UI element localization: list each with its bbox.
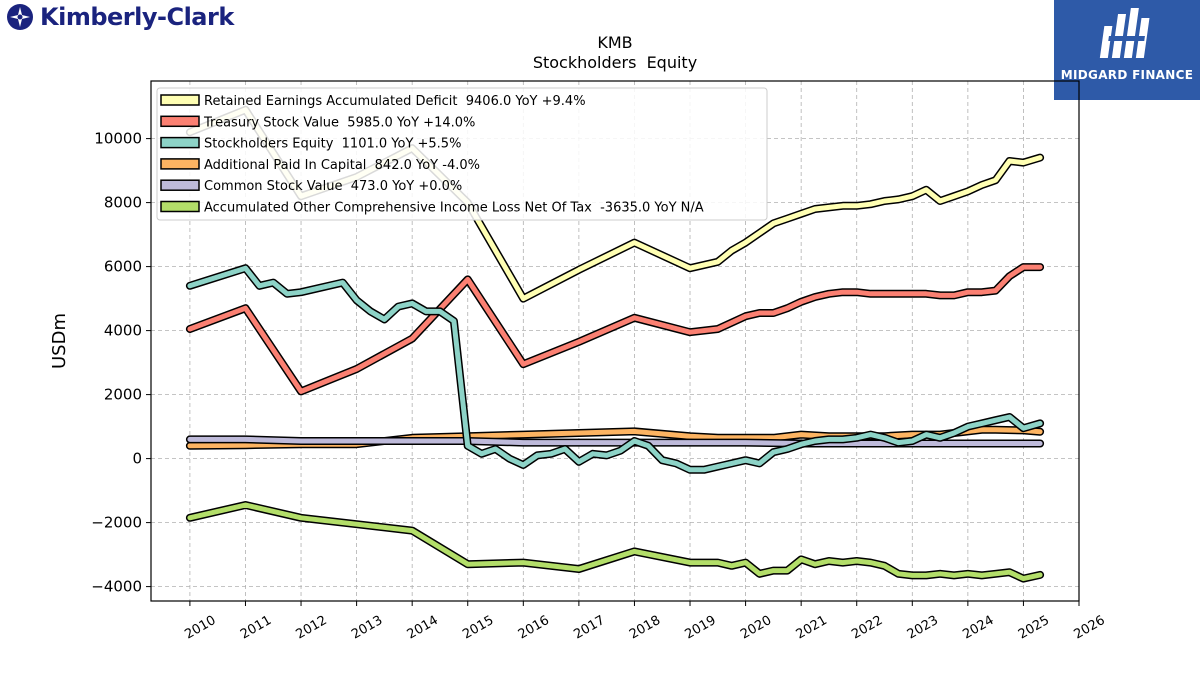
midgard-finance-wordmark: MIDGARD FINANCE <box>1060 68 1194 82</box>
y-tick-label: 8000 <box>104 194 142 212</box>
legend-item: Additional Paid In Capital 842.0 YoY -4.… <box>160 158 480 173</box>
y-tick-label: 4000 <box>104 322 142 340</box>
series-line <box>187 264 1043 394</box>
plot-frame <box>150 80 1080 602</box>
legend-label: Treasury Stock Value 5985.0 YoY +14.0% <box>203 115 475 130</box>
series-2 <box>185 264 1045 474</box>
chart-subtitle: Stockholders Equity <box>533 53 697 72</box>
legend-swatch <box>160 94 200 106</box>
kimberly-clark-wordmark: Kimberly-Clark <box>40 3 234 31</box>
kimberly-clark-logo: Kimberly-Clark <box>6 3 234 31</box>
chart-title: KMB <box>597 33 632 52</box>
x-axis: 2010 2011 2012 2013 2014 2015 2016 2017 2018 2019… <box>182 601 1108 643</box>
legend-label: Additional Paid In Capital 842.0 YoY -4.… <box>204 158 480 173</box>
x-tick-label: 2013 <box>349 613 385 643</box>
y-tick-label: 2000 <box>104 386 142 404</box>
series-line <box>187 502 1043 582</box>
x-tick-label: 2021 <box>794 613 830 643</box>
y-tick-label: −2000 <box>91 514 142 532</box>
y-tick-label: 0 <box>132 450 142 468</box>
x-tick-label: 2012 <box>294 613 330 643</box>
series-1 <box>185 263 1045 396</box>
x-tick-label: 2019 <box>683 613 719 643</box>
series-line <box>187 265 1043 473</box>
series-0 <box>185 105 1045 303</box>
x-tick-label: 2011 <box>238 613 274 643</box>
legend-label: Stockholders Equity 1101.0 YoY +5.5% <box>204 137 461 152</box>
midgard-finance-logo: MIDGARD FINANCE <box>1054 0 1200 100</box>
legend-swatch <box>160 136 200 149</box>
legend-swatch <box>160 200 200 213</box>
legend-item: Stockholders Equity 1101.0 YoY +5.5% <box>160 136 461 152</box>
legend-label: Common Stock Value 473.0 YoY +0.0% <box>204 179 462 194</box>
legend-label: Accumulated Other Comprehensive Income L… <box>204 201 704 216</box>
x-tick-label: 2023 <box>905 613 941 643</box>
x-tick-label: 2018 <box>627 613 663 643</box>
midgard-finance-emblem-icon <box>1099 8 1150 58</box>
x-tick-label: 2010 <box>182 613 218 643</box>
x-tick-label: 2020 <box>738 613 774 643</box>
legend-swatch <box>160 115 200 128</box>
x-tick-label: 2014 <box>405 613 441 643</box>
series-5 <box>185 501 1045 583</box>
x-tick-label: 2016 <box>516 613 552 643</box>
series-line <box>187 107 1043 302</box>
x-tick-label: 2025 <box>1016 613 1052 643</box>
x-tick-label: 2024 <box>960 613 996 643</box>
legend-item: Common Stock Value 473.0 YoY +0.0% <box>160 179 462 194</box>
x-tick-label: 2022 <box>849 613 885 643</box>
y-axis-label: USDm <box>49 313 70 369</box>
x-tick-label: 2017 <box>571 613 607 643</box>
y-tick-label: 10000 <box>94 130 142 148</box>
legend: Retained Earnings Accumulated Deficit 94… <box>156 87 768 221</box>
legend-label: Retained Earnings Accumulated Deficit 94… <box>204 94 586 109</box>
legend-item: Retained Earnings Accumulated Deficit 94… <box>160 94 586 109</box>
legend-item: Accumulated Other Comprehensive Income L… <box>160 200 704 216</box>
x-tick-label: 2026 <box>1072 613 1108 643</box>
y-tick-label: 6000 <box>104 258 142 276</box>
legend-swatch <box>160 158 200 170</box>
kimberly-clark-emblem-icon <box>7 4 33 30</box>
legend-swatch <box>160 179 200 191</box>
x-tick-label: 2015 <box>460 613 496 643</box>
legend-box <box>156 87 768 221</box>
y-axis: −4000 −2000 0 2000 4000 6000 8000 10000 <box>91 130 151 596</box>
y-tick-label: −4000 <box>91 578 142 596</box>
series-layer <box>185 105 1045 583</box>
legend-item: Treasury Stock Value 5985.0 YoY +14.0% <box>160 115 475 130</box>
